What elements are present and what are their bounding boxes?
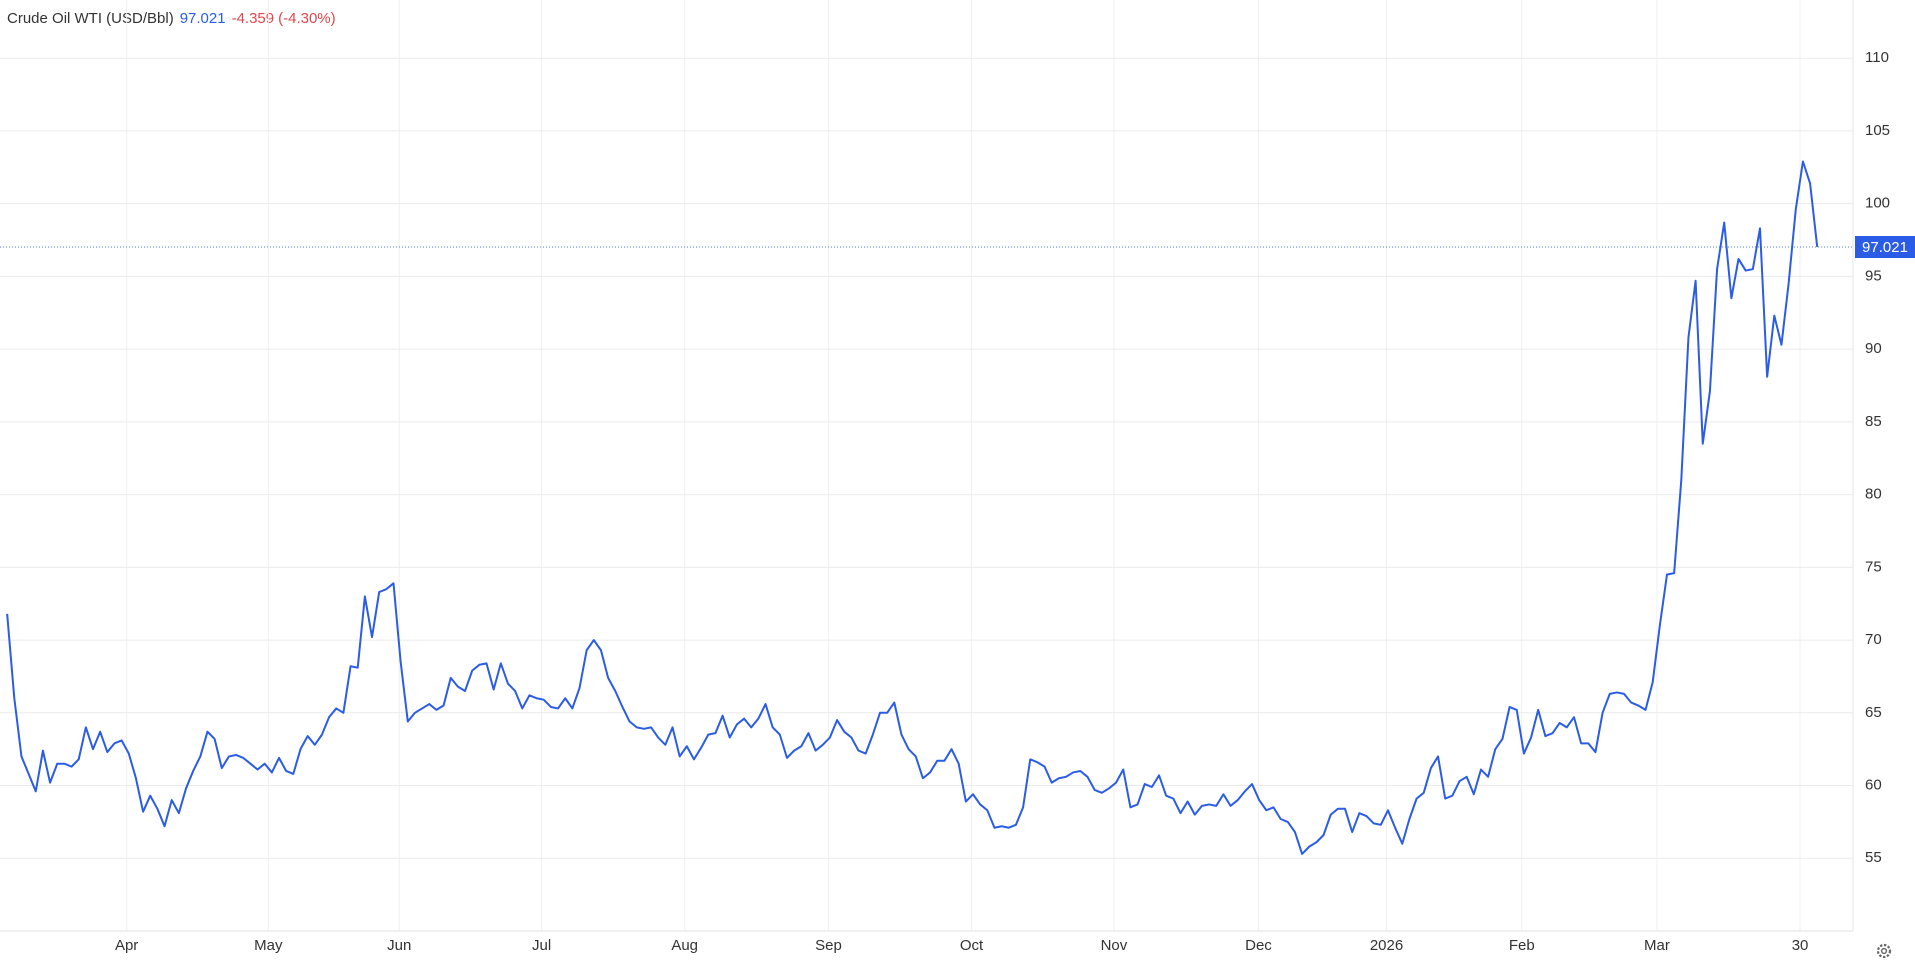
x-tick-label: 2026 bbox=[1370, 937, 1403, 954]
x-tick-label: Feb bbox=[1509, 937, 1535, 954]
x-tick-label: Dec bbox=[1245, 937, 1272, 954]
x-tick-label: Aug bbox=[671, 937, 698, 954]
x-tick-label: Jun bbox=[387, 937, 411, 954]
x-tick-label: 30 bbox=[1792, 937, 1809, 954]
y-tick-label: 65 bbox=[1865, 704, 1882, 721]
gear-hole bbox=[1880, 947, 1888, 955]
instrument-title: Crude Oil WTI (USD/Bbl) bbox=[7, 10, 174, 27]
y-tick-label: 110 bbox=[1865, 49, 1889, 66]
y-tick-label: 70 bbox=[1865, 631, 1882, 648]
last-price-box bbox=[1855, 235, 1915, 258]
change: -4.359 bbox=[231, 10, 275, 27]
x-tick-label: Nov bbox=[1101, 937, 1128, 954]
y-tick-label: 95 bbox=[1865, 267, 1882, 284]
x-tick-label: Apr bbox=[115, 937, 138, 954]
y-tick-label: 100 bbox=[1865, 195, 1890, 212]
y-tick-label: 75 bbox=[1865, 558, 1882, 575]
x-tick-label: Sep bbox=[815, 937, 842, 954]
y-tick-label: 60 bbox=[1865, 777, 1882, 794]
x-tick-label: Mar bbox=[1644, 937, 1670, 954]
y-tick-label: 85 bbox=[1865, 413, 1882, 430]
price-line bbox=[6, 160, 1819, 855]
y-tick-label: 90 bbox=[1865, 340, 1882, 357]
last-price-label: 97.021 bbox=[1862, 239, 1908, 256]
x-tick-label: May bbox=[254, 937, 283, 954]
y-tick-label: 55 bbox=[1865, 849, 1882, 866]
change-percent: (-4.30%) bbox=[278, 10, 336, 27]
x-tick-label: Oct bbox=[960, 937, 984, 954]
header: Crude Oil WTI (USD/Bbl) 97.021 -4.359 (-4.3… bbox=[7, 10, 342, 27]
x-tick-label: Jul bbox=[532, 937, 551, 954]
last-value: 97.021 bbox=[179, 10, 226, 27]
y-tick-label: 105 bbox=[1865, 122, 1890, 139]
gear-ring bbox=[1876, 943, 1892, 959]
settings-icon[interactable] bbox=[1876, 943, 1892, 959]
y-tick-label: 80 bbox=[1865, 486, 1882, 503]
